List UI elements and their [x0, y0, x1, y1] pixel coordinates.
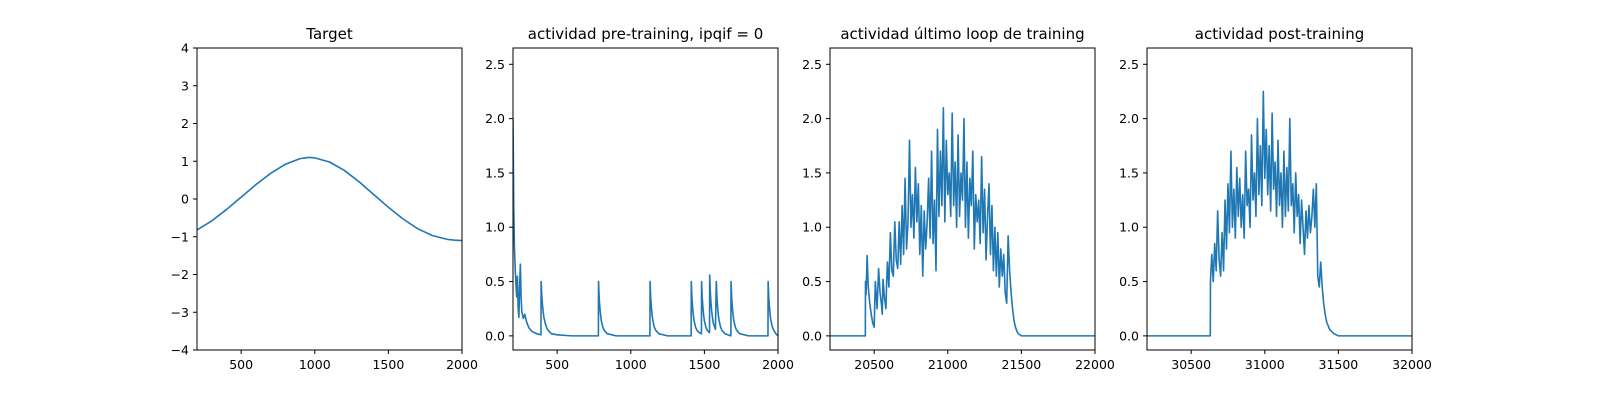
plot-area [512, 47, 779, 351]
plot-frame [1146, 47, 1413, 351]
x-tick-label: 2000 [446, 357, 478, 372]
y-tick-label: 1.0 [485, 220, 505, 235]
y-tick-label: 1.5 [1119, 165, 1139, 180]
x-tick-label: 20500 [854, 357, 894, 372]
y-tick-label: 2.5 [802, 57, 822, 72]
y-tick-label: 0.5 [485, 274, 505, 289]
x-tick-label: 30500 [1171, 357, 1211, 372]
y-tick-label: 3 [181, 78, 189, 93]
y-tick-label: 2.5 [1119, 57, 1139, 72]
x-tick-label: 1000 [615, 357, 647, 372]
plot-area [196, 47, 463, 351]
chart-panel-1: Target 500 1000 1500 2000 −4 −3 −2 −1 0 1 2 3 4 [171, 25, 478, 372]
y-tick-label: −1 [171, 229, 189, 244]
chart-panel-3: actividad último loop de training 20500 21… [802, 25, 1115, 372]
x-tick-label: 32000 [1392, 357, 1432, 372]
x-tick-label: 2000 [762, 357, 794, 372]
chart-title: actividad último loop de training [840, 25, 1084, 43]
y-tick-label: 2.0 [485, 111, 505, 126]
y-tick-label: 0.0 [1119, 328, 1139, 343]
y-tick-label: 0.5 [802, 274, 822, 289]
y-tick-label: 4 [181, 41, 189, 56]
chart-panel-2: actividad pre-training, ipqif = 0 500 1000… [485, 25, 794, 372]
y-tick-label: 1.5 [485, 165, 505, 180]
y-tick-label: 0.5 [1119, 274, 1139, 289]
y-tick-label: 2.5 [485, 57, 505, 72]
x-tick-label: 500 [229, 357, 253, 372]
y-tick-label: 1.5 [802, 165, 822, 180]
y-tick-label: 2 [181, 116, 189, 131]
x-tick-label: 21000 [928, 357, 968, 372]
y-tick-label: 2.0 [802, 111, 822, 126]
x-tick-label: 22000 [1075, 357, 1115, 372]
y-tick-label: 1.0 [1119, 220, 1139, 235]
series-line [1147, 90, 1412, 337]
x-tick-label: 1000 [299, 357, 331, 372]
series-line [513, 118, 778, 337]
y-tick-label: −3 [171, 305, 189, 320]
y-tick-label: −4 [171, 343, 189, 358]
y-tick-label: 2.0 [1119, 111, 1139, 126]
x-tick-label: 500 [545, 357, 569, 372]
x-tick-label: 31500 [1319, 357, 1359, 372]
y-tick-label: −2 [171, 267, 189, 282]
x-tick-label: 21500 [1002, 357, 1042, 372]
x-tick-label: 1500 [688, 357, 720, 372]
x-tick-label: 1500 [372, 357, 404, 372]
plot-frame [829, 47, 1096, 351]
chart-title: actividad post-training [1195, 25, 1364, 43]
y-tick-label: 0 [181, 192, 189, 207]
chart-title: actividad pre-training, ipqif = 0 [528, 25, 764, 43]
chart-panels: Target 500 1000 1500 2000 −4 −3 −2 −1 0 1 2 3 4 activi… [171, 25, 1432, 372]
y-tick-label: 1 [181, 154, 189, 169]
y-tick-label: 0.0 [485, 328, 505, 343]
y-tick-label: 0.0 [802, 328, 822, 343]
y-tick-label: 1.0 [802, 220, 822, 235]
plot-frame [512, 47, 779, 351]
x-tick-label: 31000 [1245, 357, 1285, 372]
series-line [197, 156, 462, 242]
series-line [830, 106, 1095, 337]
chart-panel-4: actividad post-training 30500 31000 31500 32… [1119, 25, 1432, 372]
chart-title: Target [305, 25, 353, 43]
